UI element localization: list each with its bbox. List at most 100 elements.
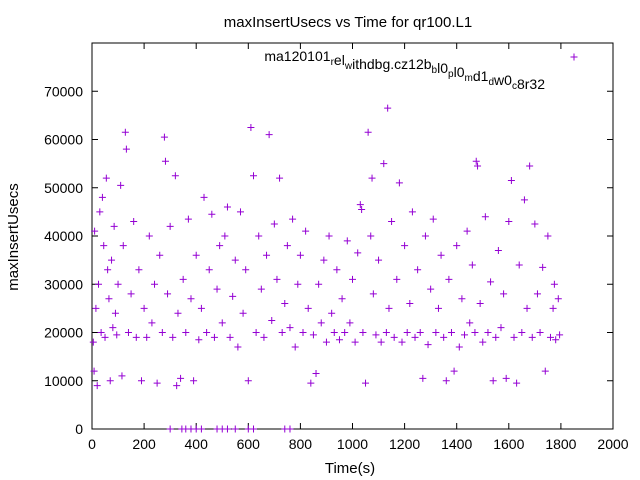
data-point	[96, 208, 104, 216]
chart-title: maxInsertUsecs vs Time for qr100.L1	[224, 14, 472, 31]
data-point	[494, 246, 502, 254]
data-point	[223, 425, 231, 433]
data-point	[179, 275, 187, 283]
data-point	[173, 382, 181, 390]
data-point	[260, 333, 268, 341]
data-point	[218, 319, 226, 327]
data-point	[528, 333, 536, 341]
x-tick-label: 600	[237, 436, 261, 452]
data-point	[320, 256, 328, 264]
data-point	[474, 162, 482, 170]
data-point	[461, 331, 469, 339]
data-point	[471, 329, 479, 336]
data-point	[135, 266, 143, 274]
data-point	[384, 104, 392, 112]
data-point	[544, 232, 552, 240]
data-point	[244, 377, 252, 385]
data-point	[492, 333, 500, 341]
data-point	[104, 266, 112, 274]
axes: 0 200 400 600 800 1000 1200 1400 1600 1800 2000010…	[44, 42, 629, 452]
data-point	[208, 210, 216, 218]
data-point	[302, 227, 310, 235]
data-point	[513, 379, 521, 387]
data-point	[160, 133, 168, 141]
data-point	[468, 261, 476, 269]
data-point	[382, 329, 390, 336]
data-point	[317, 319, 325, 327]
data-point	[122, 145, 130, 153]
data-point	[346, 319, 354, 327]
data-point	[117, 181, 125, 189]
data-point	[432, 329, 440, 336]
data-point	[479, 338, 487, 346]
data-point	[554, 295, 562, 303]
data-point	[510, 333, 518, 341]
data-point	[263, 251, 271, 259]
data-point	[92, 304, 100, 312]
data-point	[440, 333, 448, 341]
data-point	[98, 193, 106, 201]
data-point	[489, 377, 497, 385]
y-tick-label: 30000	[44, 276, 83, 292]
data-point	[312, 370, 320, 378]
data-point	[278, 329, 286, 336]
data-point	[307, 379, 315, 387]
data-point	[114, 280, 122, 288]
data-point	[286, 324, 294, 332]
data-point	[203, 329, 211, 336]
data-point	[351, 338, 359, 346]
data-point	[231, 425, 239, 433]
data-point	[520, 196, 528, 204]
data-point	[455, 343, 463, 351]
x-tick-label: 400	[185, 436, 209, 452]
data-point	[472, 157, 480, 165]
data-point	[252, 329, 260, 336]
data-point	[556, 331, 564, 339]
data-point	[395, 179, 403, 187]
data-point	[283, 242, 291, 250]
data-point	[105, 295, 113, 303]
data-point	[190, 377, 198, 385]
data-point	[299, 329, 307, 336]
data-point	[250, 172, 258, 180]
x-tick-label: 1400	[441, 436, 472, 452]
data-point	[526, 162, 534, 170]
data-point	[223, 203, 231, 211]
x-tick-label: 1200	[389, 436, 420, 452]
data-point	[216, 242, 224, 250]
data-point	[89, 338, 97, 346]
data-point	[550, 280, 558, 288]
y-tick-label: 40000	[44, 228, 83, 244]
data-point	[367, 232, 375, 240]
y-tick-label: 0	[75, 421, 83, 437]
data-point	[109, 324, 117, 332]
data-point	[247, 123, 255, 131]
data-point	[169, 333, 177, 341]
data-point	[291, 343, 299, 351]
data-point	[358, 205, 366, 213]
y-axis-title: maxInsertUsecs	[5, 183, 22, 291]
data-point	[539, 263, 547, 271]
data-point	[111, 309, 119, 317]
y-tick-label: 10000	[44, 373, 83, 389]
data-point	[354, 249, 362, 257]
legend-label: ma120101relwithdbg.cz12bbl0pl0md1dw0c8r3…	[264, 48, 545, 92]
data-point	[231, 256, 239, 264]
data-point	[437, 251, 445, 259]
data-point	[390, 333, 398, 341]
data-point	[174, 309, 182, 317]
data-point	[372, 331, 380, 339]
data-point	[380, 160, 388, 168]
data-point	[368, 174, 376, 182]
data-point	[91, 227, 99, 235]
x-tick-label: 1800	[545, 436, 576, 452]
data-point	[375, 256, 383, 264]
data-point	[500, 290, 508, 298]
data-point	[476, 300, 484, 308]
data-point	[294, 280, 302, 288]
data-point	[356, 201, 364, 209]
data-point	[328, 309, 336, 317]
data-point	[226, 333, 234, 341]
data-point	[549, 304, 557, 312]
